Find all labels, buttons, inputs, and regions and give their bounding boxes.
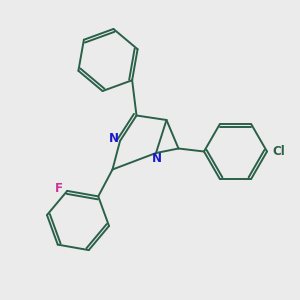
Text: Cl: Cl — [272, 145, 285, 158]
Text: N: N — [152, 152, 162, 165]
Text: N: N — [108, 132, 118, 145]
Text: F: F — [55, 182, 63, 195]
